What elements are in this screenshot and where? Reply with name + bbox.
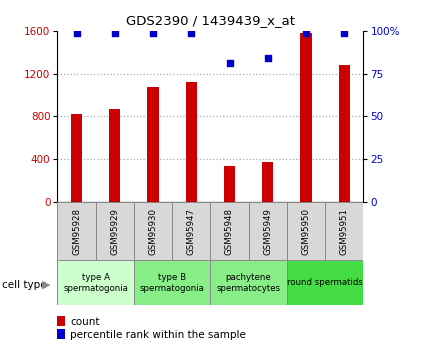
Bar [71, 114, 82, 202]
Bar [147, 87, 159, 202]
Text: GSM95947: GSM95947 [187, 208, 196, 255]
Text: ▶: ▶ [42, 280, 50, 289]
Point [150, 30, 156, 36]
Text: GSM95949: GSM95949 [263, 208, 272, 255]
Point [188, 30, 195, 36]
Text: GSM95950: GSM95950 [301, 208, 311, 255]
Point [264, 56, 271, 61]
Bar [185, 82, 197, 202]
Text: GSM95951: GSM95951 [340, 208, 349, 255]
Point [73, 30, 80, 36]
Text: cell type: cell type [2, 280, 47, 289]
Point [226, 61, 233, 66]
Bar [109, 109, 120, 202]
Bar [287, 202, 325, 260]
Bar [172, 202, 210, 260]
Bar [96, 202, 134, 260]
Bar [224, 166, 235, 202]
Bar [210, 260, 287, 305]
Bar [338, 65, 350, 202]
Point [303, 30, 309, 36]
Bar [57, 260, 134, 305]
Bar [262, 162, 273, 202]
Bar [300, 33, 312, 202]
Bar [325, 202, 363, 260]
Text: type B
spermatogonia: type B spermatogonia [140, 273, 204, 293]
Text: count: count [70, 317, 99, 326]
Bar [249, 202, 287, 260]
Text: GSM95948: GSM95948 [225, 208, 234, 255]
Point [341, 30, 348, 36]
Bar [57, 202, 96, 260]
Text: percentile rank within the sample: percentile rank within the sample [70, 330, 246, 339]
Bar [210, 202, 249, 260]
Text: type A
spermatogonia: type A spermatogonia [63, 273, 128, 293]
Point [111, 30, 118, 36]
Title: GDS2390 / 1439439_x_at: GDS2390 / 1439439_x_at [126, 14, 295, 27]
Text: round spermatids: round spermatids [287, 278, 363, 287]
Bar [134, 260, 210, 305]
Text: GSM95929: GSM95929 [110, 208, 119, 255]
Text: GSM95928: GSM95928 [72, 208, 81, 255]
Bar [287, 260, 363, 305]
Bar [134, 202, 172, 260]
Text: pachytene
spermatocytes: pachytene spermatocytes [217, 273, 280, 293]
Text: GSM95930: GSM95930 [148, 208, 158, 255]
